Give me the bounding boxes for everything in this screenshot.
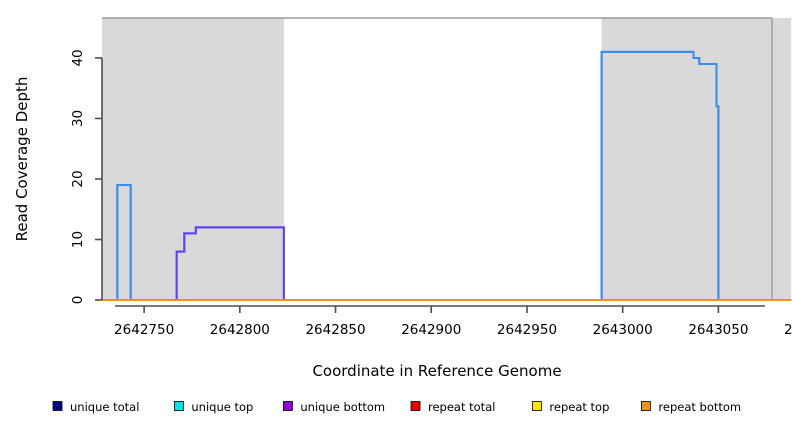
x-tick-label: 2643050: [688, 322, 748, 338]
x-tick-label: 2643100: [784, 322, 792, 338]
plot-frame: [102, 17, 773, 300]
x-tick-label: 2642850: [305, 322, 365, 338]
data-series-layer: [102, 50, 792, 301]
y-tick-label: 0: [70, 296, 86, 305]
x-tick-label: 2642950: [497, 322, 557, 338]
series-unique-bottom: [102, 226, 792, 301]
x-axis-tick-labels: 2642750 2642800 2642850 2642900 2642950 26430…: [114, 322, 792, 338]
series-unique-top: [102, 50, 792, 301]
legend-item-unique-top[interactable]: unique top: [173, 400, 253, 414]
legend-swatch-icon: [282, 401, 293, 411]
legend-label: unique bottom: [300, 400, 385, 414]
x-tick-label: 2642900: [401, 322, 461, 338]
y-tick-label: 20: [70, 170, 86, 187]
legend-swatch-icon: [410, 401, 421, 411]
legend-item-unique-total[interactable]: unique total: [52, 400, 139, 414]
legend-label: unique top: [191, 400, 253, 414]
y-axis-tick-labels: 0 10 20 30 40: [70, 49, 86, 304]
legend-item-repeat-bottom[interactable]: repeat bottom: [641, 400, 741, 414]
x-axis-title: Coordinate in Reference Genome: [312, 362, 561, 380]
y-axis-ticks: [95, 57, 102, 301]
legend-label: repeat top: [549, 400, 609, 414]
legend-item-repeat-total[interactable]: repeat total: [410, 400, 495, 414]
legend-swatch-icon: [641, 401, 651, 411]
legend-item-repeat-top[interactable]: repeat top: [532, 400, 609, 414]
legend-label: unique total: [70, 400, 139, 414]
legend-label: repeat bottom: [658, 400, 741, 414]
y-axis: [95, 57, 103, 301]
y-tick-label: 10: [70, 231, 86, 248]
y-tick-label: 30: [70, 110, 86, 127]
legend-swatch-icon: [173, 401, 184, 411]
x-axis-ticks: [143, 306, 720, 313]
legend-item-unique-bottom[interactable]: unique bottom: [282, 400, 385, 414]
x-tick-label: 2642750: [114, 322, 174, 338]
legend-label: repeat total: [428, 400, 495, 414]
legend-swatch-icon: [52, 401, 63, 411]
x-tick-label: 2642800: [210, 322, 270, 338]
x-tick-label: 2643000: [593, 322, 653, 338]
x-axis: [115, 305, 765, 313]
shaded-regions-layer: [102, 18, 792, 300]
legend: unique total unique top unique bottom repea…: [52, 400, 741, 414]
shaded-region-repeat-region-right: [601, 18, 792, 300]
y-axis-title: Read Coverage Depth: [13, 77, 31, 242]
legend-swatch-icon: [532, 401, 542, 411]
y-tick-label: 40: [70, 49, 86, 66]
shaded-region-repeat-region-left: [102, 18, 284, 300]
